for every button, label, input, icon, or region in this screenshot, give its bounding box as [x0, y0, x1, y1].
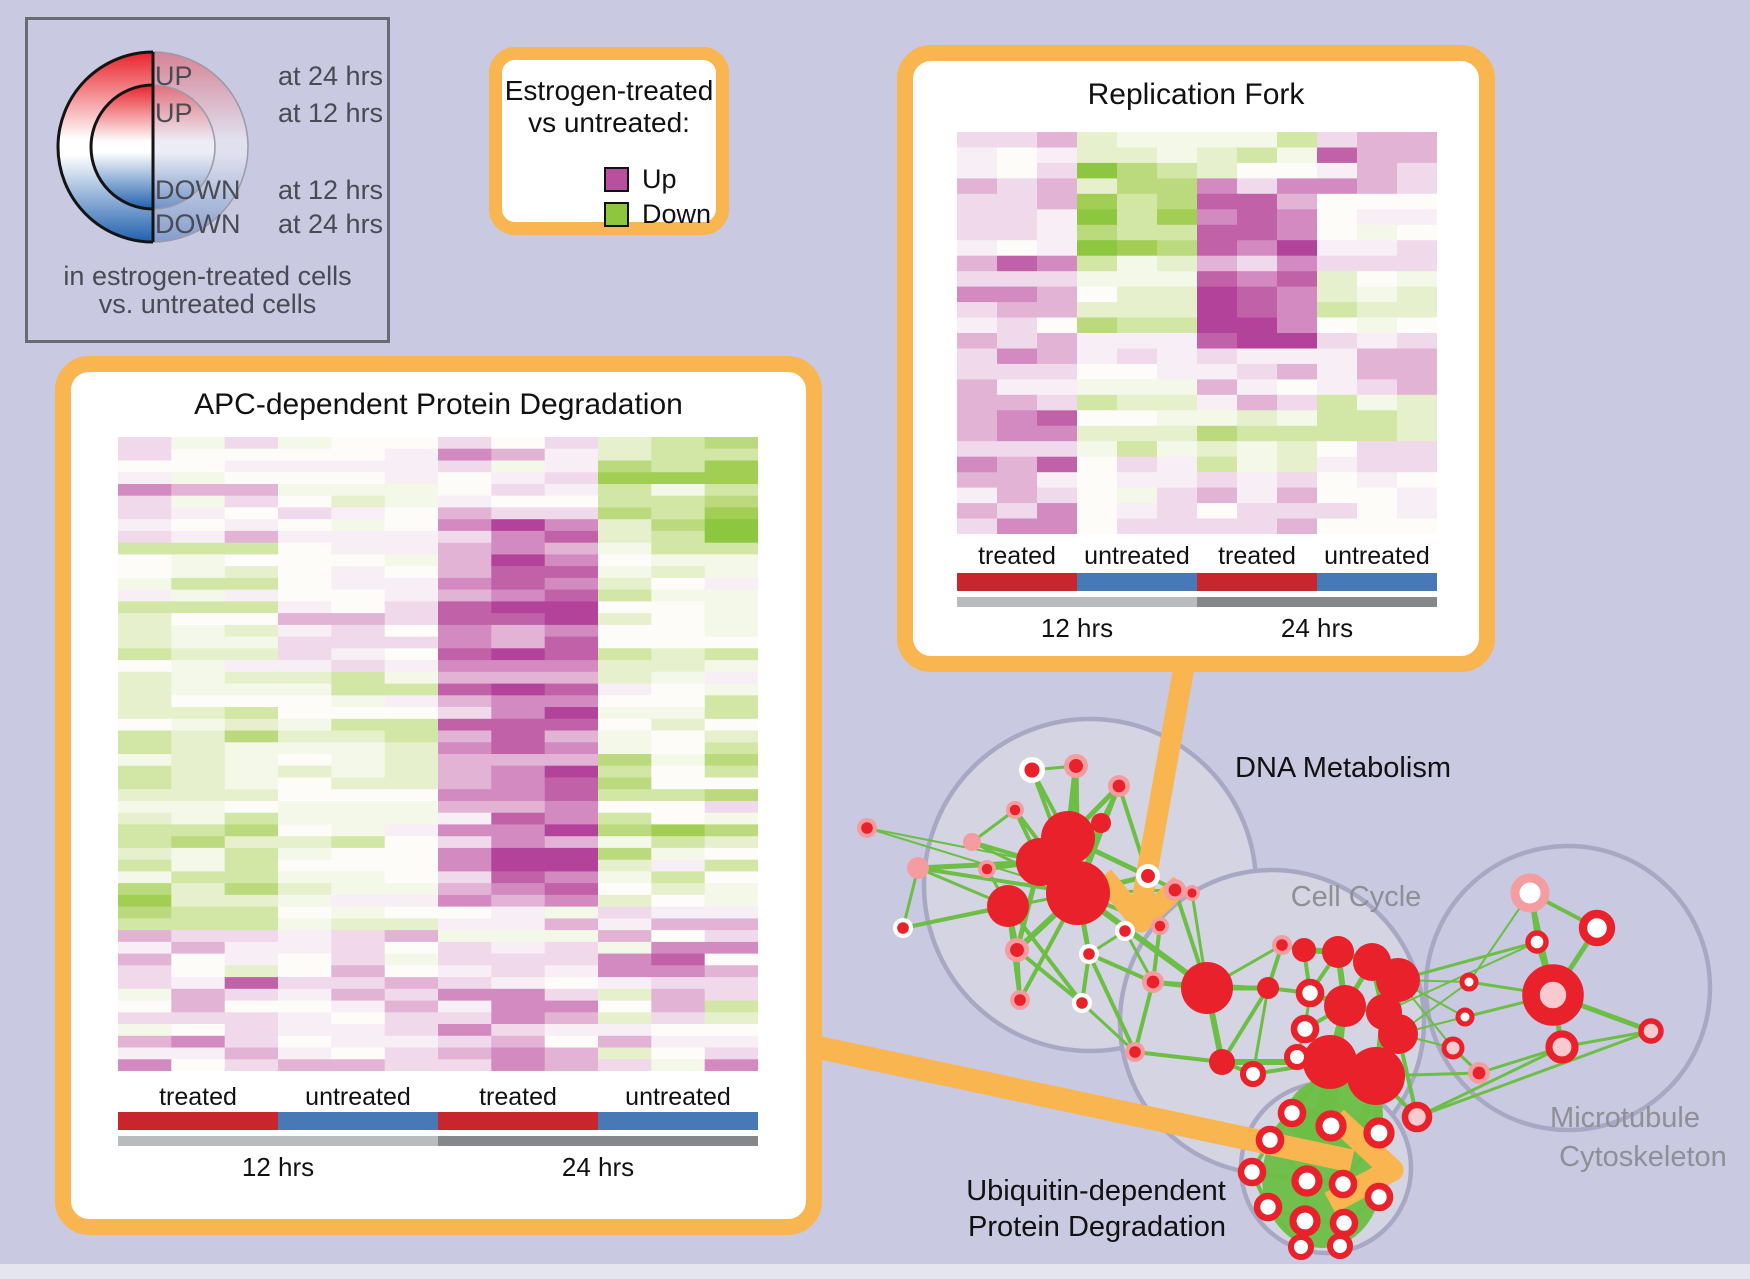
- apc-untreated-bar-12h: [278, 1112, 438, 1130]
- replication-fork-panel: Replication Fork treated untreated treat…: [897, 45, 1495, 672]
- flow-dir-up-24: UP: [155, 61, 193, 91]
- down-color-swatch: [604, 202, 629, 227]
- apc-time-label-12h: 12 hrs: [241, 1152, 315, 1182]
- flow-dir-down-24: DOWN: [155, 209, 241, 239]
- rf-group-label-4: untreated: [1324, 542, 1430, 570]
- up-label: Up: [642, 164, 677, 194]
- ubiquitin-label-line1: Ubiquitin-dependent: [966, 1175, 1226, 1207]
- rf-24h-bar: [1197, 597, 1437, 607]
- flow-dir-down-12: DOWN: [155, 175, 241, 205]
- rf-group-label-1: treated: [978, 542, 1056, 570]
- rf-treated-bar-24h: [1197, 573, 1317, 591]
- apc-group-label-2: untreated: [305, 1083, 411, 1111]
- page-edge-strip: [0, 1264, 1750, 1279]
- dna-metabolism-label: DNA Metabolism: [1235, 752, 1451, 784]
- apc-group-label-3: treated: [479, 1083, 557, 1111]
- panel-arrows: [813, 660, 1404, 1214]
- rf-12h-bar: [957, 597, 1197, 607]
- dense-edge-blobs: [1262, 1077, 1383, 1248]
- rf-heatmap: [957, 132, 1437, 534]
- flow-time-12b: at 12 hrs: [278, 175, 384, 205]
- apc-untreated-bar-24h: [598, 1112, 758, 1130]
- apc-time-label-24h: 24 hrs: [561, 1152, 635, 1182]
- flow-time-24b: at 24 hrs: [278, 209, 384, 239]
- apc-heatmap: [118, 437, 758, 1071]
- rf-untreated-bar-24h: [1317, 573, 1437, 591]
- network-edges: [866, 763, 1654, 1249]
- rf-group-label-3: treated: [1218, 542, 1296, 570]
- flow-time-12a: at 12 hrs: [278, 98, 384, 128]
- cell-cycle-label: Cell Cycle: [1291, 881, 1422, 913]
- flow-footer-line2: vs. untreated cells: [98, 289, 317, 319]
- microtubule-label-line2: Cytoskeleton: [1559, 1141, 1727, 1173]
- updown-rings-icon: [56, 50, 249, 244]
- cluster-circles: [921, 716, 1713, 1256]
- rf-treated-bar-12h: [957, 573, 1077, 591]
- apc-panel: APC-dependent Protein Degradation treate…: [55, 356, 822, 1235]
- flow-legend-box: UP at 24 hrs UP at 12 hrs DOWN at 12 hrs…: [25, 17, 390, 343]
- rf-panel-title: Replication Fork: [1087, 78, 1305, 111]
- apc-group-label-4: untreated: [625, 1083, 731, 1111]
- rf-time-label-12h: 12 hrs: [1040, 613, 1114, 643]
- up-color-swatch: [604, 167, 629, 192]
- network-nodes: [857, 754, 1664, 1260]
- flow-time-24a: at 24 hrs: [278, 61, 384, 91]
- microtubule-label-line1: Microtubule: [1550, 1102, 1700, 1134]
- rf-time-label-24h: 24 hrs: [1280, 613, 1354, 643]
- flow-dir-up-12: UP: [155, 98, 193, 128]
- updown-legend-box: Estrogen-treated vs untreated: Up Down: [489, 47, 729, 235]
- rf-group-label-2: untreated: [1084, 542, 1190, 570]
- rf-untreated-bar-12h: [1077, 573, 1197, 591]
- apc-treated-bar-24h: [438, 1112, 598, 1130]
- updown-legend-title1: Estrogen-treated: [504, 75, 714, 106]
- apc-treated-bar-12h: [118, 1112, 278, 1130]
- flow-footer-line1: in estrogen-treated cells: [63, 261, 352, 291]
- apc-24h-bar: [438, 1136, 758, 1146]
- ubiquitin-label-line2: Protein Degradation: [968, 1211, 1226, 1243]
- updown-legend-title2: vs untreated:: [528, 107, 690, 138]
- down-label: Down: [642, 199, 712, 229]
- apc-12h-bar: [118, 1136, 438, 1146]
- apc-group-label-1: treated: [159, 1083, 237, 1111]
- apc-panel-title: APC-dependent Protein Degradation: [194, 388, 683, 421]
